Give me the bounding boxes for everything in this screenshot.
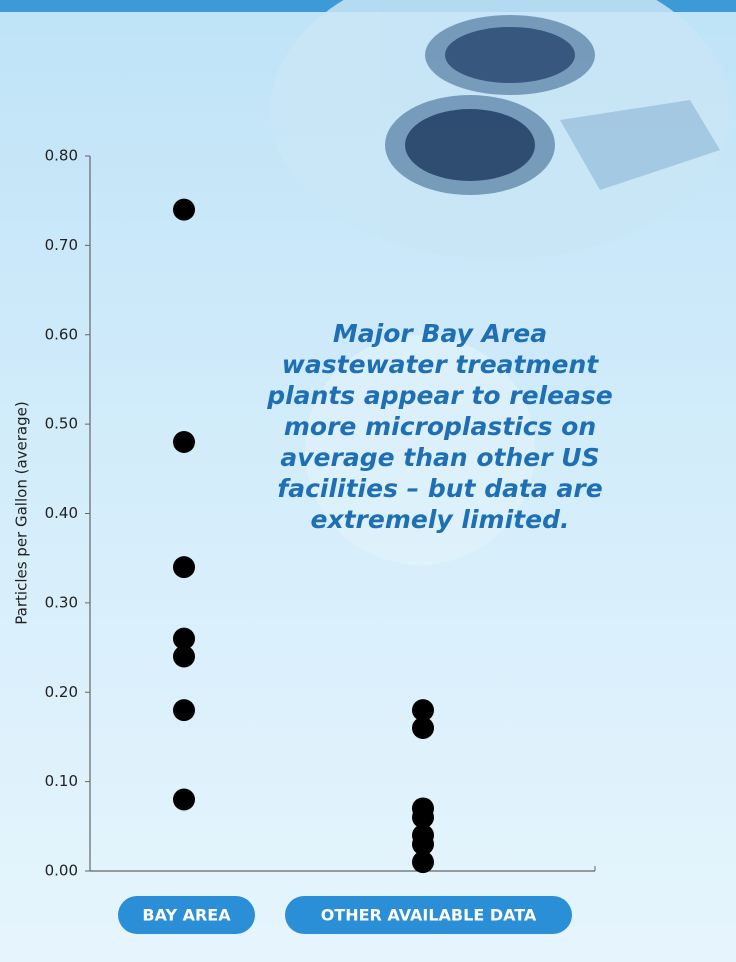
annotation-line: average than other US xyxy=(280,443,600,472)
y-tick-label: 0.50 xyxy=(45,415,78,433)
category-pill xyxy=(285,896,572,934)
annotation-line: facilities – but data are xyxy=(277,474,603,503)
dot xyxy=(412,833,434,856)
dot xyxy=(173,788,195,811)
annotation: Major Bay Area wastewater treatment plants… xyxy=(250,318,630,535)
dot xyxy=(173,699,195,722)
dot xyxy=(412,699,434,722)
annotation-line: plants appear to release xyxy=(267,381,613,410)
y-tick-label: 0.40 xyxy=(45,504,78,522)
dot xyxy=(412,851,434,874)
y-tick-label: 0.20 xyxy=(45,683,78,701)
halo xyxy=(305,335,535,565)
annotation-line: extremely limited. xyxy=(310,505,570,534)
category-pill xyxy=(118,896,255,934)
dot xyxy=(412,717,434,739)
annotation-line: Major Bay Area xyxy=(332,319,548,348)
category-label: BAY AREA xyxy=(142,906,231,925)
dot xyxy=(173,556,195,579)
y-axis-label: Particles per Gallon (average) xyxy=(13,401,31,624)
plant-illustration xyxy=(270,0,730,260)
y-tick-label: 0.60 xyxy=(45,325,78,343)
y-tick-label: 0.70 xyxy=(45,236,78,254)
annotation-line: more microplastics on xyxy=(283,412,597,441)
dot xyxy=(173,627,195,650)
y-tick-label: 0.80 xyxy=(45,147,78,165)
dot xyxy=(412,806,434,829)
y-tick-label: 0.00 xyxy=(45,862,78,880)
y-tick-label: 0.30 xyxy=(45,593,78,611)
dot xyxy=(173,431,195,453)
y-tick-label: 0.10 xyxy=(45,772,78,790)
dot xyxy=(173,645,195,668)
annotation-line: wastewater treatment xyxy=(281,350,599,379)
category-label: OTHER AVAILABLE DATA xyxy=(321,906,537,925)
dot xyxy=(173,198,195,221)
